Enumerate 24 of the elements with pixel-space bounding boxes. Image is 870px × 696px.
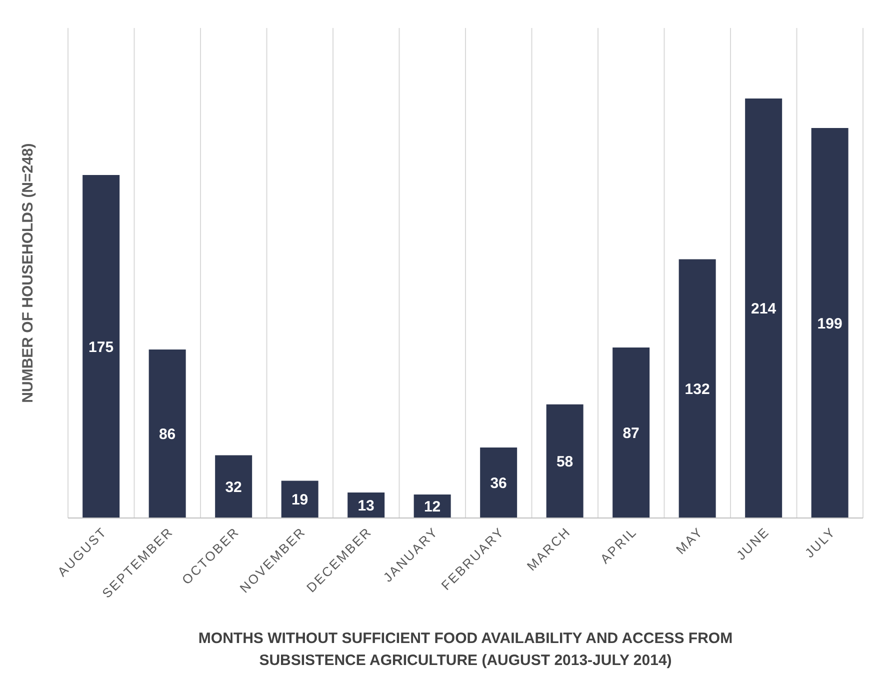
data-label: 13 [358,498,374,515]
data-label: 214 [751,300,777,318]
bar [82,175,120,518]
data-label: 132 [684,380,710,398]
y-axis-title: NUMBER OF HOUSEHOLDS (N=248) [19,143,36,403]
x-axis-title: MONTHS WITHOUT SUFFICIENT FOOD AVAILABILITY AND ACCESS FROM SUBSISTENCE AGRICULTURE (AUGUST 2013-JULY 2014) [197,629,734,671]
bar [480,447,518,518]
data-label: 19 [291,492,308,509]
bar [281,480,318,518]
bar [612,347,650,518]
data-label: 32 [225,478,242,496]
bar [811,128,848,518]
bar [678,259,716,518]
data-label: 86 [158,426,176,444]
bar [148,349,186,518]
data-label: 175 [88,338,114,356]
bar [745,98,782,518]
data-label: 87 [622,425,640,442]
bar [215,455,252,518]
data-label: 12 [424,498,441,516]
data-label: 199 [817,315,842,332]
data-label: 58 [556,453,574,470]
bar [546,404,584,518]
data-label: 36 [490,475,507,492]
